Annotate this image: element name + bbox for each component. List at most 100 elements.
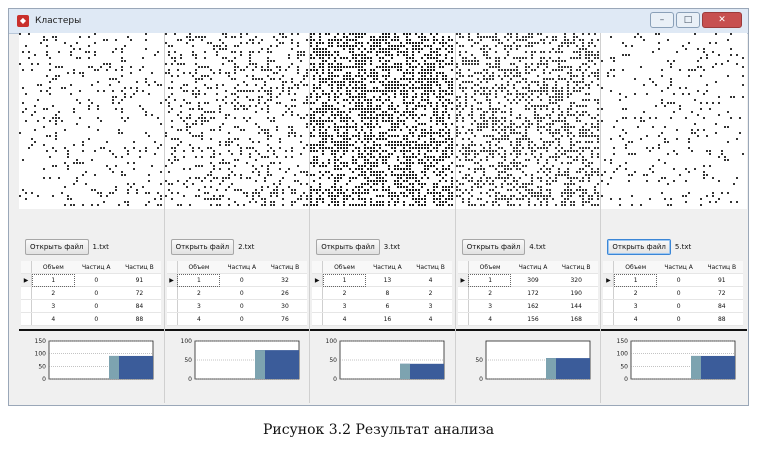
table-cell[interactable]: 72: [700, 286, 744, 300]
table-cell[interactable]: 320: [554, 273, 598, 287]
table-cell[interactable]: 1: [613, 273, 658, 287]
row-header[interactable]: [457, 312, 469, 326]
column-header[interactable]: Объем: [468, 261, 512, 274]
row-selector-arrow-icon[interactable]: ▶: [457, 273, 469, 287]
table-cell[interactable]: 0: [220, 299, 264, 313]
column-header[interactable]: Частиц B: [554, 261, 598, 274]
table-cell[interactable]: 0: [657, 286, 701, 300]
table-cell[interactable]: 4: [177, 312, 221, 326]
row-header[interactable]: [457, 286, 469, 300]
table-cell[interactable]: 32: [263, 273, 307, 287]
table-cell[interactable]: 0: [220, 312, 264, 326]
table-cell[interactable]: 0: [220, 286, 264, 300]
table-cell[interactable]: 30: [263, 299, 307, 313]
table-cell[interactable]: 72: [117, 286, 161, 300]
table-row[interactable]: ▶ 1 0 32: [166, 273, 307, 287]
table-row[interactable]: 4 0 88: [603, 312, 744, 326]
table-cell[interactable]: 144: [554, 299, 598, 313]
table-cell[interactable]: 2: [31, 286, 75, 300]
open-file-button[interactable]: Открыть файл: [461, 239, 526, 255]
table-cell[interactable]: 168: [554, 312, 598, 326]
column-header[interactable]: Объем: [322, 261, 366, 274]
table-cell[interactable]: 1: [468, 273, 512, 287]
table-cell[interactable]: 3: [177, 299, 221, 313]
column-header[interactable]: Частиц A: [657, 261, 701, 274]
row-header[interactable]: [21, 286, 32, 300]
table-row[interactable]: 2 172 190: [457, 286, 598, 300]
table-cell[interactable]: 0: [74, 312, 118, 326]
table-row[interactable]: 2 0 72: [21, 286, 161, 300]
table-cell[interactable]: 26: [263, 286, 307, 300]
table-cell[interactable]: 16: [365, 312, 409, 326]
close-button[interactable]: ✕: [702, 12, 742, 28]
table-row[interactable]: 2 0 72: [603, 286, 744, 300]
table-cell[interactable]: 2: [409, 286, 453, 300]
column-header[interactable]: Частиц B: [409, 261, 453, 274]
results-grid[interactable]: Объем Частиц A Частиц B ▶ 1 0 91 2 0 72 3 0 84 4 0 88: [603, 261, 744, 326]
results-grid[interactable]: Объем Частиц A Частиц B ▶ 1 0 91 2 0 72 3 0 84 4 0 88: [21, 261, 161, 326]
table-cell[interactable]: 162: [511, 299, 555, 313]
column-header[interactable]: Объем: [177, 261, 221, 274]
table-row[interactable]: 4 16 4: [312, 312, 453, 326]
results-grid[interactable]: Объем Частиц A Частиц B ▶ 1 13 4 2 8 2 3 6 3 4 16 4: [312, 261, 453, 326]
table-cell[interactable]: 3: [31, 299, 75, 313]
table-row[interactable]: ▶ 1 0 91: [21, 273, 161, 287]
row-header[interactable]: [603, 312, 615, 326]
row-selector-arrow-icon[interactable]: ▶: [21, 273, 32, 287]
row-header[interactable]: [166, 312, 178, 326]
open-file-button[interactable]: Открыть файл: [607, 239, 671, 255]
table-cell[interactable]: 2: [322, 286, 366, 300]
table-cell[interactable]: 84: [117, 299, 161, 313]
row-selector-arrow-icon[interactable]: ▶: [312, 273, 324, 287]
table-cell[interactable]: 4: [31, 312, 75, 326]
table-cell[interactable]: 1: [31, 273, 75, 287]
minimize-button[interactable]: –: [650, 12, 674, 28]
maximize-button[interactable]: □: [676, 12, 700, 28]
table-cell[interactable]: 3: [468, 299, 512, 313]
open-file-button[interactable]: Открыть файл: [316, 239, 380, 255]
row-selector-arrow-icon[interactable]: ▶: [603, 273, 615, 287]
table-cell[interactable]: 3: [322, 299, 366, 313]
open-file-button[interactable]: Открыть файл: [25, 239, 89, 255]
table-cell[interactable]: 190: [554, 286, 598, 300]
table-cell[interactable]: 1: [177, 273, 221, 287]
table-cell[interactable]: 6: [365, 299, 409, 313]
table-cell[interactable]: 156: [511, 312, 555, 326]
results-grid[interactable]: Объем Частиц A Частиц B ▶ 1 0 32 2 0 26 3 0 30 4 0 76: [166, 261, 307, 326]
table-cell[interactable]: 2: [468, 286, 512, 300]
table-row[interactable]: 4 156 168: [457, 312, 598, 326]
table-cell[interactable]: 0: [657, 299, 701, 313]
table-cell[interactable]: 0: [74, 286, 118, 300]
table-row[interactable]: 3 162 144: [457, 299, 598, 313]
row-header[interactable]: [603, 286, 615, 300]
column-header[interactable]: Частиц A: [220, 261, 264, 274]
column-header[interactable]: Объем: [613, 261, 658, 274]
table-cell[interactable]: 3: [409, 299, 453, 313]
table-cell[interactable]: 309: [511, 273, 555, 287]
table-cell[interactable]: 91: [117, 273, 161, 287]
table-cell[interactable]: 0: [74, 299, 118, 313]
column-header[interactable]: Частиц A: [511, 261, 555, 274]
table-row[interactable]: ▶ 1 13 4: [312, 273, 453, 287]
column-header[interactable]: Частиц B: [117, 261, 161, 274]
column-header[interactable]: Частиц B: [263, 261, 307, 274]
row-header[interactable]: [21, 312, 32, 326]
table-row[interactable]: 3 0 84: [603, 299, 744, 313]
column-header[interactable]: Частиц A: [365, 261, 409, 274]
table-row[interactable]: 4 0 88: [21, 312, 161, 326]
table-cell[interactable]: 0: [74, 273, 118, 287]
table-cell[interactable]: 0: [220, 273, 264, 287]
table-cell[interactable]: 0: [657, 312, 701, 326]
table-row[interactable]: ▶ 1 0 91: [603, 273, 744, 287]
table-cell[interactable]: 88: [700, 312, 744, 326]
table-cell[interactable]: 4: [409, 273, 453, 287]
table-cell[interactable]: 13: [365, 273, 409, 287]
table-row[interactable]: ▶ 1 309 320: [457, 273, 598, 287]
table-row[interactable]: 3 0 30: [166, 299, 307, 313]
row-header[interactable]: [312, 299, 324, 313]
table-cell[interactable]: 8: [365, 286, 409, 300]
table-cell[interactable]: 4: [409, 312, 453, 326]
table-cell[interactable]: 1: [322, 273, 366, 287]
